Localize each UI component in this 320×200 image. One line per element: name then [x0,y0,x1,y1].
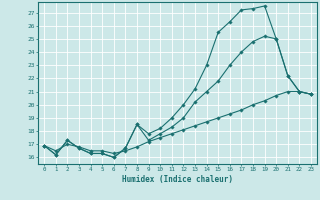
X-axis label: Humidex (Indice chaleur): Humidex (Indice chaleur) [122,175,233,184]
